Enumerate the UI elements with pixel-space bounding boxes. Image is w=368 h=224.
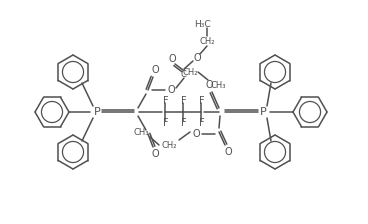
Text: CH₂: CH₂ — [182, 67, 198, 77]
Text: CH₃: CH₃ — [133, 127, 149, 136]
Text: P: P — [93, 107, 100, 117]
Text: P: P — [260, 107, 266, 117]
Text: CH₂: CH₂ — [161, 140, 177, 149]
Text: F: F — [163, 96, 169, 106]
Text: C: C — [180, 69, 186, 78]
Text: O: O — [151, 149, 159, 159]
Text: H₃C: H₃C — [194, 19, 210, 28]
Text: F: F — [163, 118, 169, 128]
Text: F: F — [199, 96, 205, 106]
Text: O: O — [151, 65, 159, 75]
Text: F: F — [181, 118, 187, 128]
Text: O: O — [168, 54, 176, 64]
Text: CH₃: CH₃ — [210, 80, 226, 90]
Text: CH₂: CH₂ — [199, 37, 215, 45]
Text: O: O — [205, 80, 213, 90]
Text: O: O — [224, 147, 232, 157]
Text: F: F — [199, 118, 205, 128]
Text: F: F — [181, 96, 187, 106]
Text: O: O — [192, 129, 200, 139]
Text: O: O — [167, 85, 175, 95]
Text: O: O — [193, 53, 201, 63]
